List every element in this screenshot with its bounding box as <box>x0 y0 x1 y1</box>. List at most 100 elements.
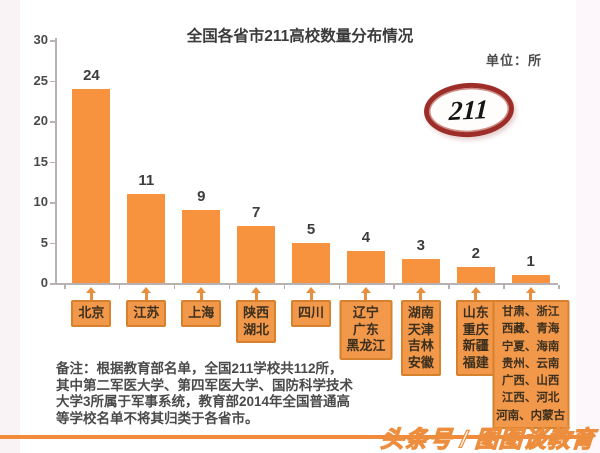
bar-value-1: 11 <box>138 171 155 189</box>
category-label-line: 黑龙江 <box>346 338 386 353</box>
category-label-line: 福建 <box>462 354 489 370</box>
category-label-line: 吉林 <box>407 338 434 353</box>
y-axis-tick-label: 25 <box>33 72 48 88</box>
up-arrow-icon <box>415 287 427 300</box>
category-label-line: 天津 <box>407 321 434 337</box>
arrow-head <box>415 287 426 293</box>
category-label-line: 辽宁 <box>352 305 379 320</box>
bar-6 <box>401 258 440 283</box>
category-label-line: 贵州、云南 <box>501 357 560 370</box>
bar-1 <box>127 193 166 283</box>
up-arrow-icon <box>470 287 482 300</box>
y-axis-tick <box>50 283 55 285</box>
category-label-line: 宁夏、海南 <box>501 340 560 353</box>
y-axis-tick-label: 30 <box>33 32 48 47</box>
category-label-line: 湖南 <box>407 305 434 320</box>
category-label-line: 江西、河北 <box>501 392 560 405</box>
arrow-head <box>86 287 97 293</box>
bar-value-2: 9 <box>197 188 206 206</box>
arrow-stem <box>364 293 368 300</box>
bar-value-0: 24 <box>83 66 100 84</box>
arrow-stem <box>474 293 478 300</box>
chart-title: 全国各省市211高校数量分布情况 <box>186 28 414 45</box>
category-label-line: 四川 <box>298 305 325 320</box>
x-axis-tick <box>118 284 121 289</box>
bar-8 <box>511 274 550 283</box>
category-label-5: 辽宁 广东 黑龙江 <box>339 300 393 360</box>
x-axis-tick <box>283 284 286 289</box>
arrow-stem <box>144 293 148 300</box>
up-arrow-icon <box>525 287 537 300</box>
category-label-6: 湖南 天津 吉林 安徽 <box>400 300 441 376</box>
category-label-7: 山东 重庆 新疆 福建 <box>455 300 496 376</box>
arrow-stem <box>89 293 93 300</box>
bar-value-8: 1 <box>526 252 535 270</box>
bottom-divider <box>0 435 592 439</box>
bar-value-5: 4 <box>361 228 371 246</box>
x-axis-tick <box>448 284 450 289</box>
arrow-head <box>470 287 481 293</box>
category-label-line: 北京 <box>78 305 105 320</box>
bar-value-4: 5 <box>306 220 316 238</box>
arrow-head <box>306 287 317 293</box>
bar-2 <box>182 210 221 283</box>
y-axis-tick-label: 20 <box>33 113 48 128</box>
bar-value-6: 3 <box>416 236 426 254</box>
x-axis-tick <box>173 284 176 289</box>
category-label-4: 四川 <box>291 300 332 327</box>
category-label-line: 上海 <box>188 305 215 320</box>
x-axis-line <box>55 283 558 285</box>
category-label-line: 安徽 <box>407 354 434 370</box>
y-axis-tick <box>50 121 55 123</box>
bar-7 <box>456 266 495 283</box>
arrow-stem <box>309 293 313 300</box>
category-label-8: 甘肃、浙江西藏、青海宁夏、海南贵州、云南广西、山西江西、河北河南、内蒙古 <box>492 300 570 430</box>
arrow-stem <box>254 293 258 300</box>
category-label-line: 广东 <box>352 321 379 337</box>
y-axis-tick <box>50 161 55 163</box>
category-label-line: 湖北 <box>243 321 270 337</box>
category-label-line: 甘肃、浙江 <box>501 306 560 318</box>
left-edge-strip <box>0 0 20 453</box>
footnote: 备注：根据教育部名单，全国211学校共112所，其中第二军医大学、第四军医大学、… <box>56 361 353 426</box>
arrow-head <box>251 287 262 293</box>
arrow-stem <box>529 293 533 300</box>
unit-label: 单位：所 <box>486 53 543 68</box>
bar-value-3: 7 <box>251 204 261 222</box>
category-label-line: 江苏 <box>133 305 160 320</box>
x-axis-tick <box>228 284 231 289</box>
category-label-line: 山东 <box>462 305 489 320</box>
bar-value-7: 2 <box>471 244 480 262</box>
bar-5 <box>346 250 385 283</box>
up-arrow-icon <box>195 287 207 300</box>
up-arrow-icon <box>360 287 372 300</box>
up-arrow-icon <box>250 287 262 300</box>
y-axis-tick-label: 5 <box>40 234 48 250</box>
category-label-0: 北京 <box>71 300 112 327</box>
category-label-1: 江苏 <box>126 300 167 327</box>
arrow-stem <box>419 293 423 300</box>
category-label-line: 西藏、青海 <box>501 323 560 336</box>
y-axis-tick-label: 0 <box>40 275 48 290</box>
category-label-line: 重庆 <box>462 321 489 337</box>
arrow-head <box>360 287 371 293</box>
up-arrow-icon <box>85 287 97 300</box>
category-label-2: 上海 <box>181 300 222 327</box>
category-label-line: 广西、山西 <box>501 375 560 388</box>
arrow-stem <box>199 293 203 300</box>
y-axis-line <box>55 38 57 284</box>
y-axis-tick-label: 10 <box>33 194 48 209</box>
category-label-3: 陕西 湖北 <box>236 300 277 343</box>
arrow-head <box>141 287 152 293</box>
category-label-line: 陕西 <box>243 305 270 320</box>
x-axis-tick <box>64 284 66 289</box>
bar-0 <box>72 88 111 283</box>
x-axis-tick <box>338 284 340 289</box>
watermark: 头条号 / 图图谈教育 <box>379 425 596 452</box>
category-label-line: 河南、内蒙古 <box>496 409 566 422</box>
arrow-head <box>525 287 536 293</box>
y-axis-tick <box>50 40 55 42</box>
bar-3 <box>237 226 276 283</box>
